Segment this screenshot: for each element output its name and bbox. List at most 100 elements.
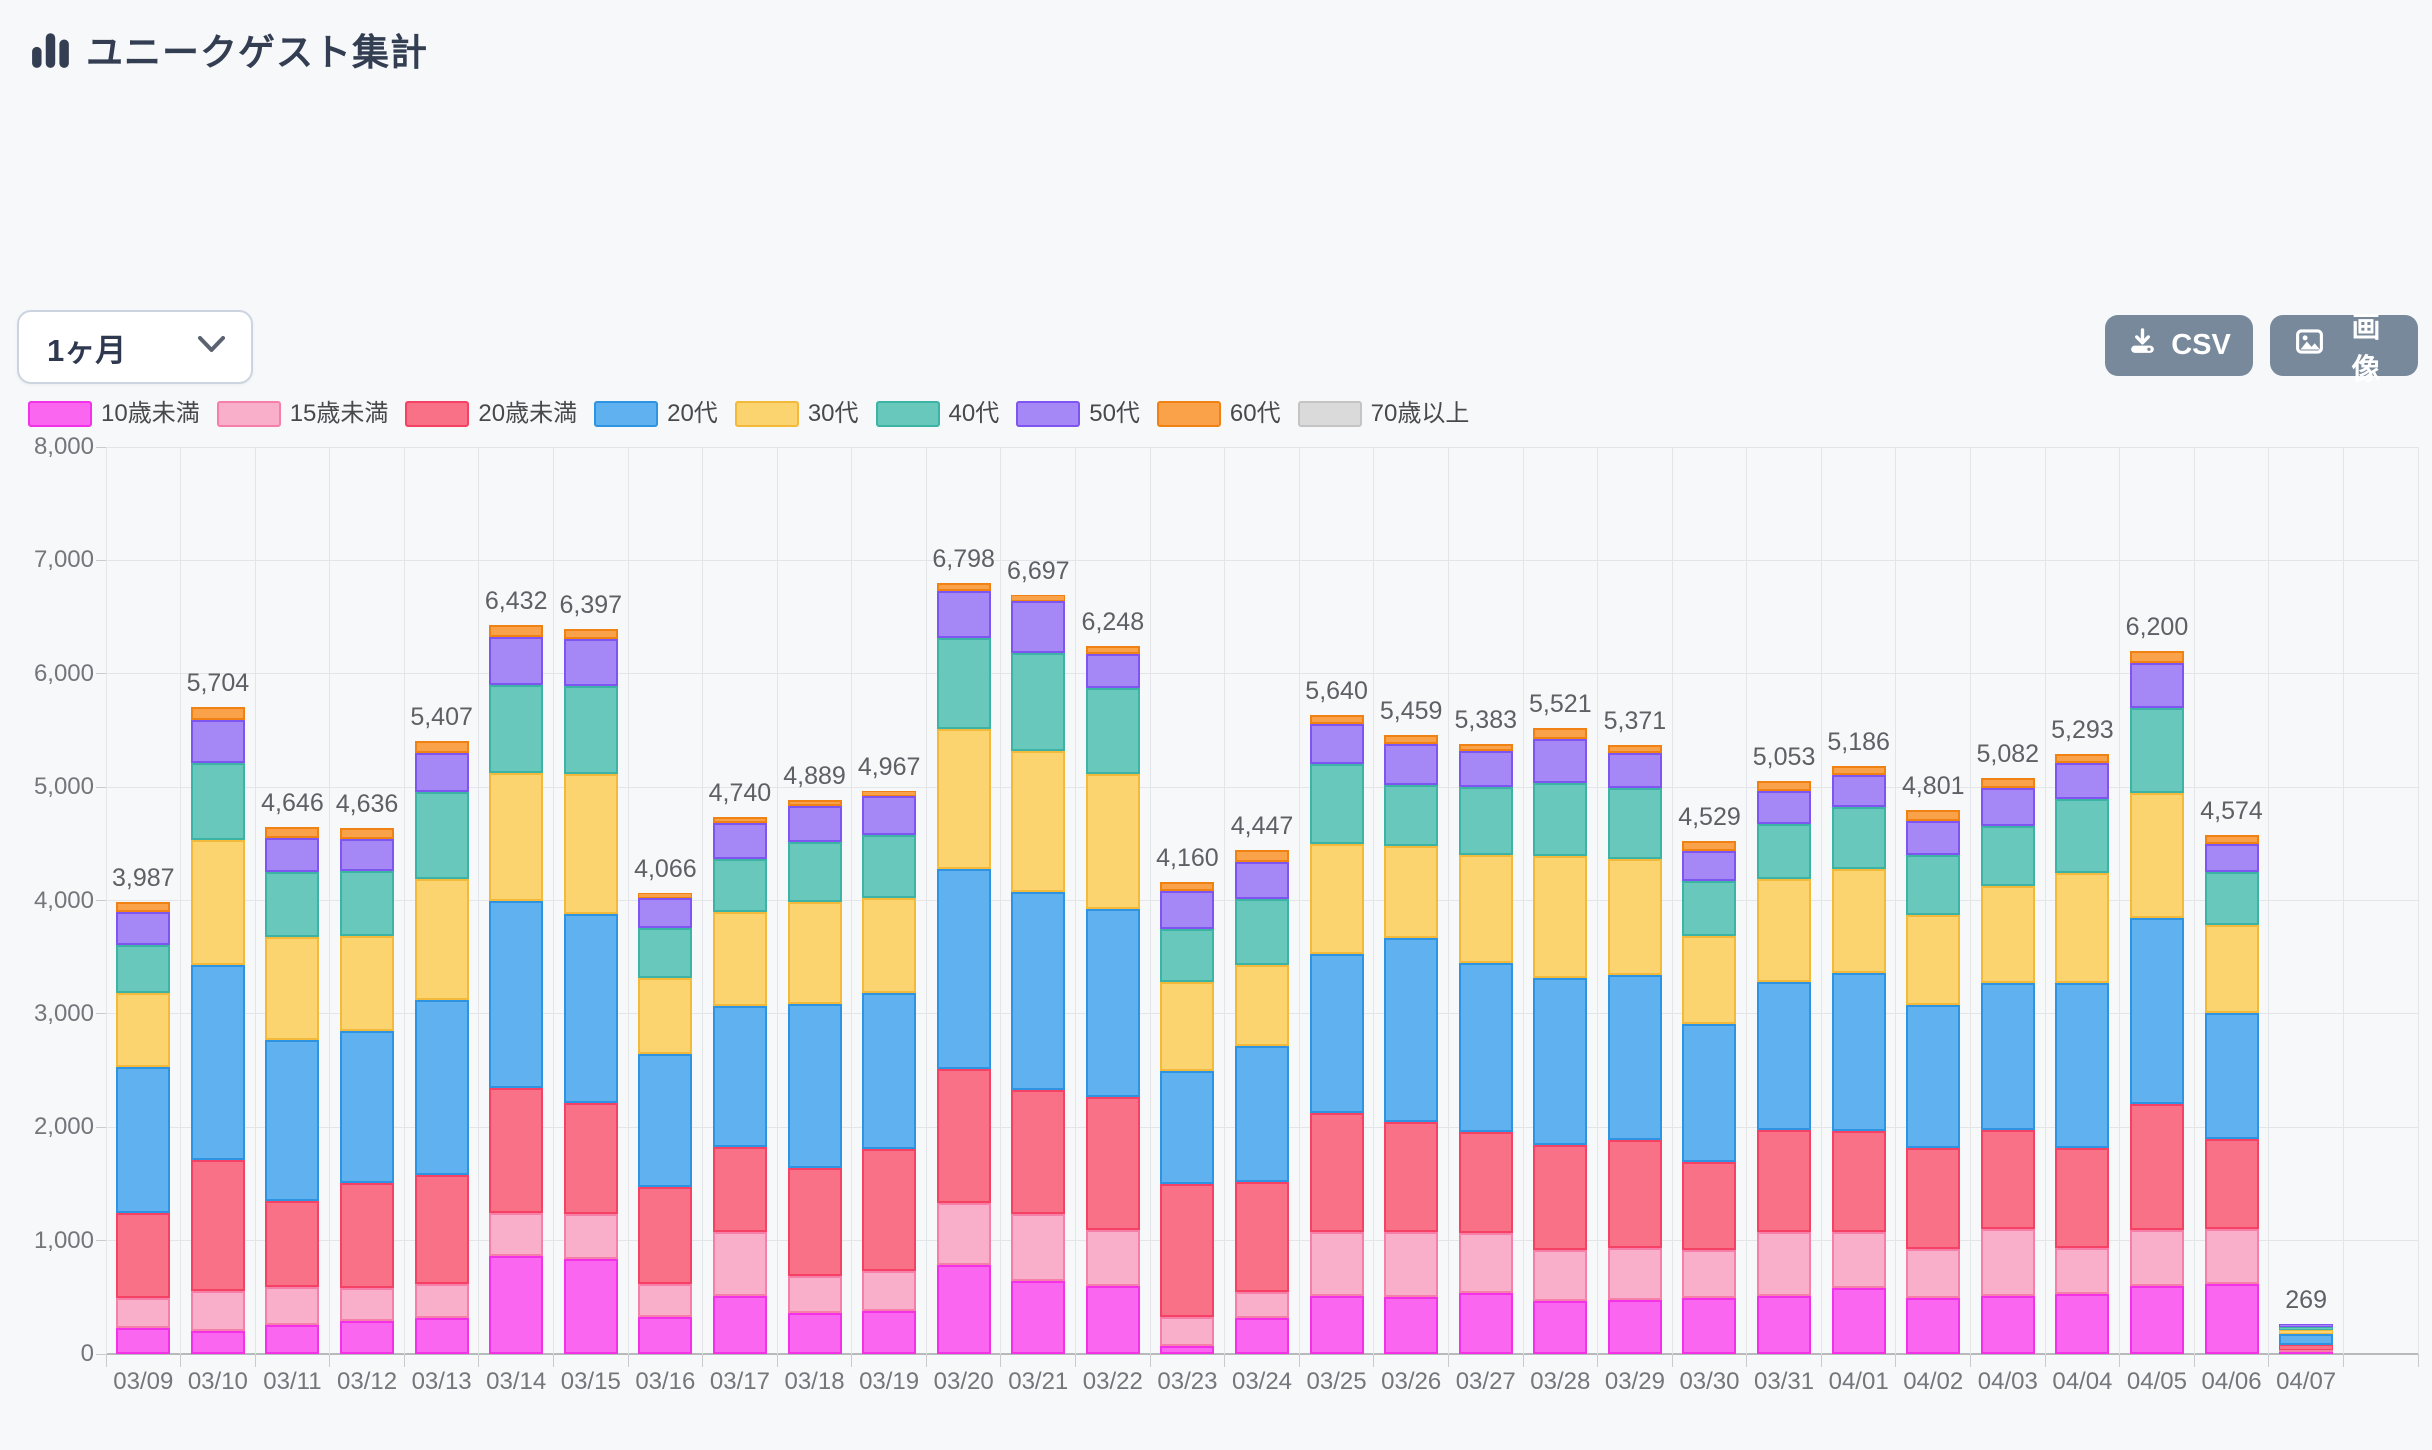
x-axis-label: 03/09 [113, 1368, 174, 1395]
chart-legend: 10歳未満 15歳未満 20歳未満 20代 30代 40代 50代 60代 70歳以上 [28, 400, 1469, 427]
bar-segment-10歳未満 [116, 1327, 171, 1354]
bar-segment-50代 [1607, 752, 1662, 789]
legend-label: 15歳未満 [289, 400, 389, 427]
bar-segment-15歳未満 [1831, 1232, 1886, 1289]
legend-item-10歳未満[interactable]: 10歳未満 [28, 400, 200, 427]
bar-segment-60代 [265, 827, 320, 839]
bar-segment-50代 [1235, 861, 1289, 900]
x-gridline [552, 447, 554, 1354]
x-axis-tick [925, 1354, 927, 1367]
bar-segment-10歳未満 [638, 1316, 693, 1354]
x-axis-label: 03/15 [560, 1368, 621, 1395]
y-axis-tick [96, 900, 106, 901]
bar-segment-50代 [2279, 1323, 2334, 1327]
bar-segment-30代 [2129, 793, 2184, 919]
legend-item-30代[interactable]: 30代 [734, 400, 859, 427]
bar-segment-30代 [1309, 844, 1364, 954]
bar-segment-30代 [712, 911, 767, 1006]
bar-segment-40代 [190, 763, 245, 841]
x-axis-tick [1970, 1354, 1972, 1367]
image-download-button[interactable]: 画像 [2270, 312, 2418, 386]
legend-item-15歳未満[interactable]: 15歳未満 [216, 400, 389, 427]
bar-segment-10歳未満 [862, 1310, 917, 1354]
bar-segment-30代 [1682, 936, 1737, 1024]
bar-segment-30代 [2279, 1330, 2334, 1334]
bar-segment-40代 [1384, 784, 1439, 847]
x-gridline [2268, 447, 2270, 1354]
legend-swatch [734, 400, 799, 427]
bar-segment-60代 [862, 790, 917, 796]
legend-item-70歳以上[interactable]: 70歳以上 [1297, 400, 1469, 427]
bar-segment-40代 [563, 686, 618, 774]
bar-segment-20代 [2279, 1333, 2334, 1346]
x-gridline [1671, 447, 1673, 1354]
legend-label: 20歳未満 [478, 400, 578, 427]
bar-segment-20歳未満 [2055, 1147, 2110, 1248]
x-gridline [2044, 447, 2046, 1354]
bar-total-label: 5,459 [1379, 697, 1443, 726]
legend-item-20歳未満[interactable]: 20歳未満 [405, 400, 577, 427]
bar-segment-20代 [862, 992, 917, 1150]
x-gridline [1224, 447, 1226, 1354]
bar-total-label: 4,646 [261, 789, 324, 818]
csv-button-label: CSV [2171, 329, 2231, 361]
x-axis-label: 03/14 [486, 1368, 547, 1395]
bar-segment-15歳未満 [1309, 1231, 1364, 1297]
bar-segment-15歳未満 [2055, 1247, 2110, 1295]
x-gridline [329, 447, 331, 1354]
bar-segment-60代 [787, 799, 842, 807]
y-axis-tick [96, 559, 106, 561]
bar-segment-40代 [2129, 707, 2184, 794]
x-gridline [180, 447, 182, 1354]
x-gridline [627, 447, 629, 1354]
x-axis-tick [776, 1354, 778, 1367]
bar-segment-30代 [1085, 773, 1140, 909]
csv-download-button[interactable]: CSV [2105, 315, 2253, 376]
bar-total-label: 6,697 [1006, 556, 1070, 585]
bar-segment-20歳未満 [190, 1160, 245, 1291]
bar-segment-10歳未満 [1235, 1318, 1289, 1354]
x-gridline [1820, 447, 1822, 1354]
x-gridline [1000, 447, 1002, 1354]
y-axis-tick [96, 673, 106, 675]
bar-segment-20代 [489, 900, 544, 1088]
bar-segment-15歳未満 [1458, 1232, 1513, 1294]
x-axis-label: 04/05 [2126, 1368, 2187, 1395]
x-axis-tick [2268, 1354, 2270, 1367]
bar-segment-20代 [116, 1067, 171, 1214]
bar-segment-30代 [2204, 925, 2259, 1014]
bar-segment-30代 [1831, 869, 1886, 974]
x-gridline [1522, 447, 1524, 1354]
bar-segment-50代 [862, 795, 917, 836]
legend-item-50代[interactable]: 50代 [1016, 400, 1140, 427]
period-select[interactable]: 1ヶ月 [17, 310, 253, 384]
bar-segment-20歳未満 [1831, 1130, 1886, 1233]
bar-segment-20歳未満 [2129, 1104, 2184, 1230]
bar-segment-10歳未満 [712, 1296, 767, 1354]
bar-segment-20歳未満 [1906, 1147, 1961, 1249]
bar-segment-20歳未満 [2204, 1139, 2259, 1230]
bar-segment-20歳未満 [1533, 1145, 1588, 1250]
legend-item-60代[interactable]: 60代 [1156, 400, 1281, 427]
x-axis-tick [403, 1354, 405, 1367]
bar-segment-50代 [787, 806, 842, 842]
x-gridline [2417, 447, 2419, 1354]
x-axis-tick [478, 1354, 480, 1367]
legend-item-20代[interactable]: 20代 [594, 400, 718, 427]
bar-segment-40代 [638, 928, 693, 979]
bar-segment-50代 [1831, 774, 1886, 807]
bar-total-label: 4,801 [1901, 771, 1965, 800]
legend-swatch [875, 400, 940, 427]
page-title: ユニークゲスト集計 [86, 32, 428, 73]
bar-total-label: 4,066 [634, 855, 697, 884]
bar-segment-20代 [563, 913, 618, 1104]
bar-segment-30代 [116, 993, 171, 1068]
bar-segment-60代 [2129, 651, 2184, 663]
x-axis-tick [1746, 1354, 1748, 1367]
legend-item-40代[interactable]: 40代 [875, 400, 999, 427]
bar-segment-40代 [116, 945, 171, 994]
bar-segment-10歳未満 [2129, 1285, 2184, 1354]
bar-segment-30代 [862, 897, 917, 993]
bar-segment-20歳未満 [1682, 1162, 1737, 1250]
bar-segment-20歳未満 [787, 1168, 842, 1276]
